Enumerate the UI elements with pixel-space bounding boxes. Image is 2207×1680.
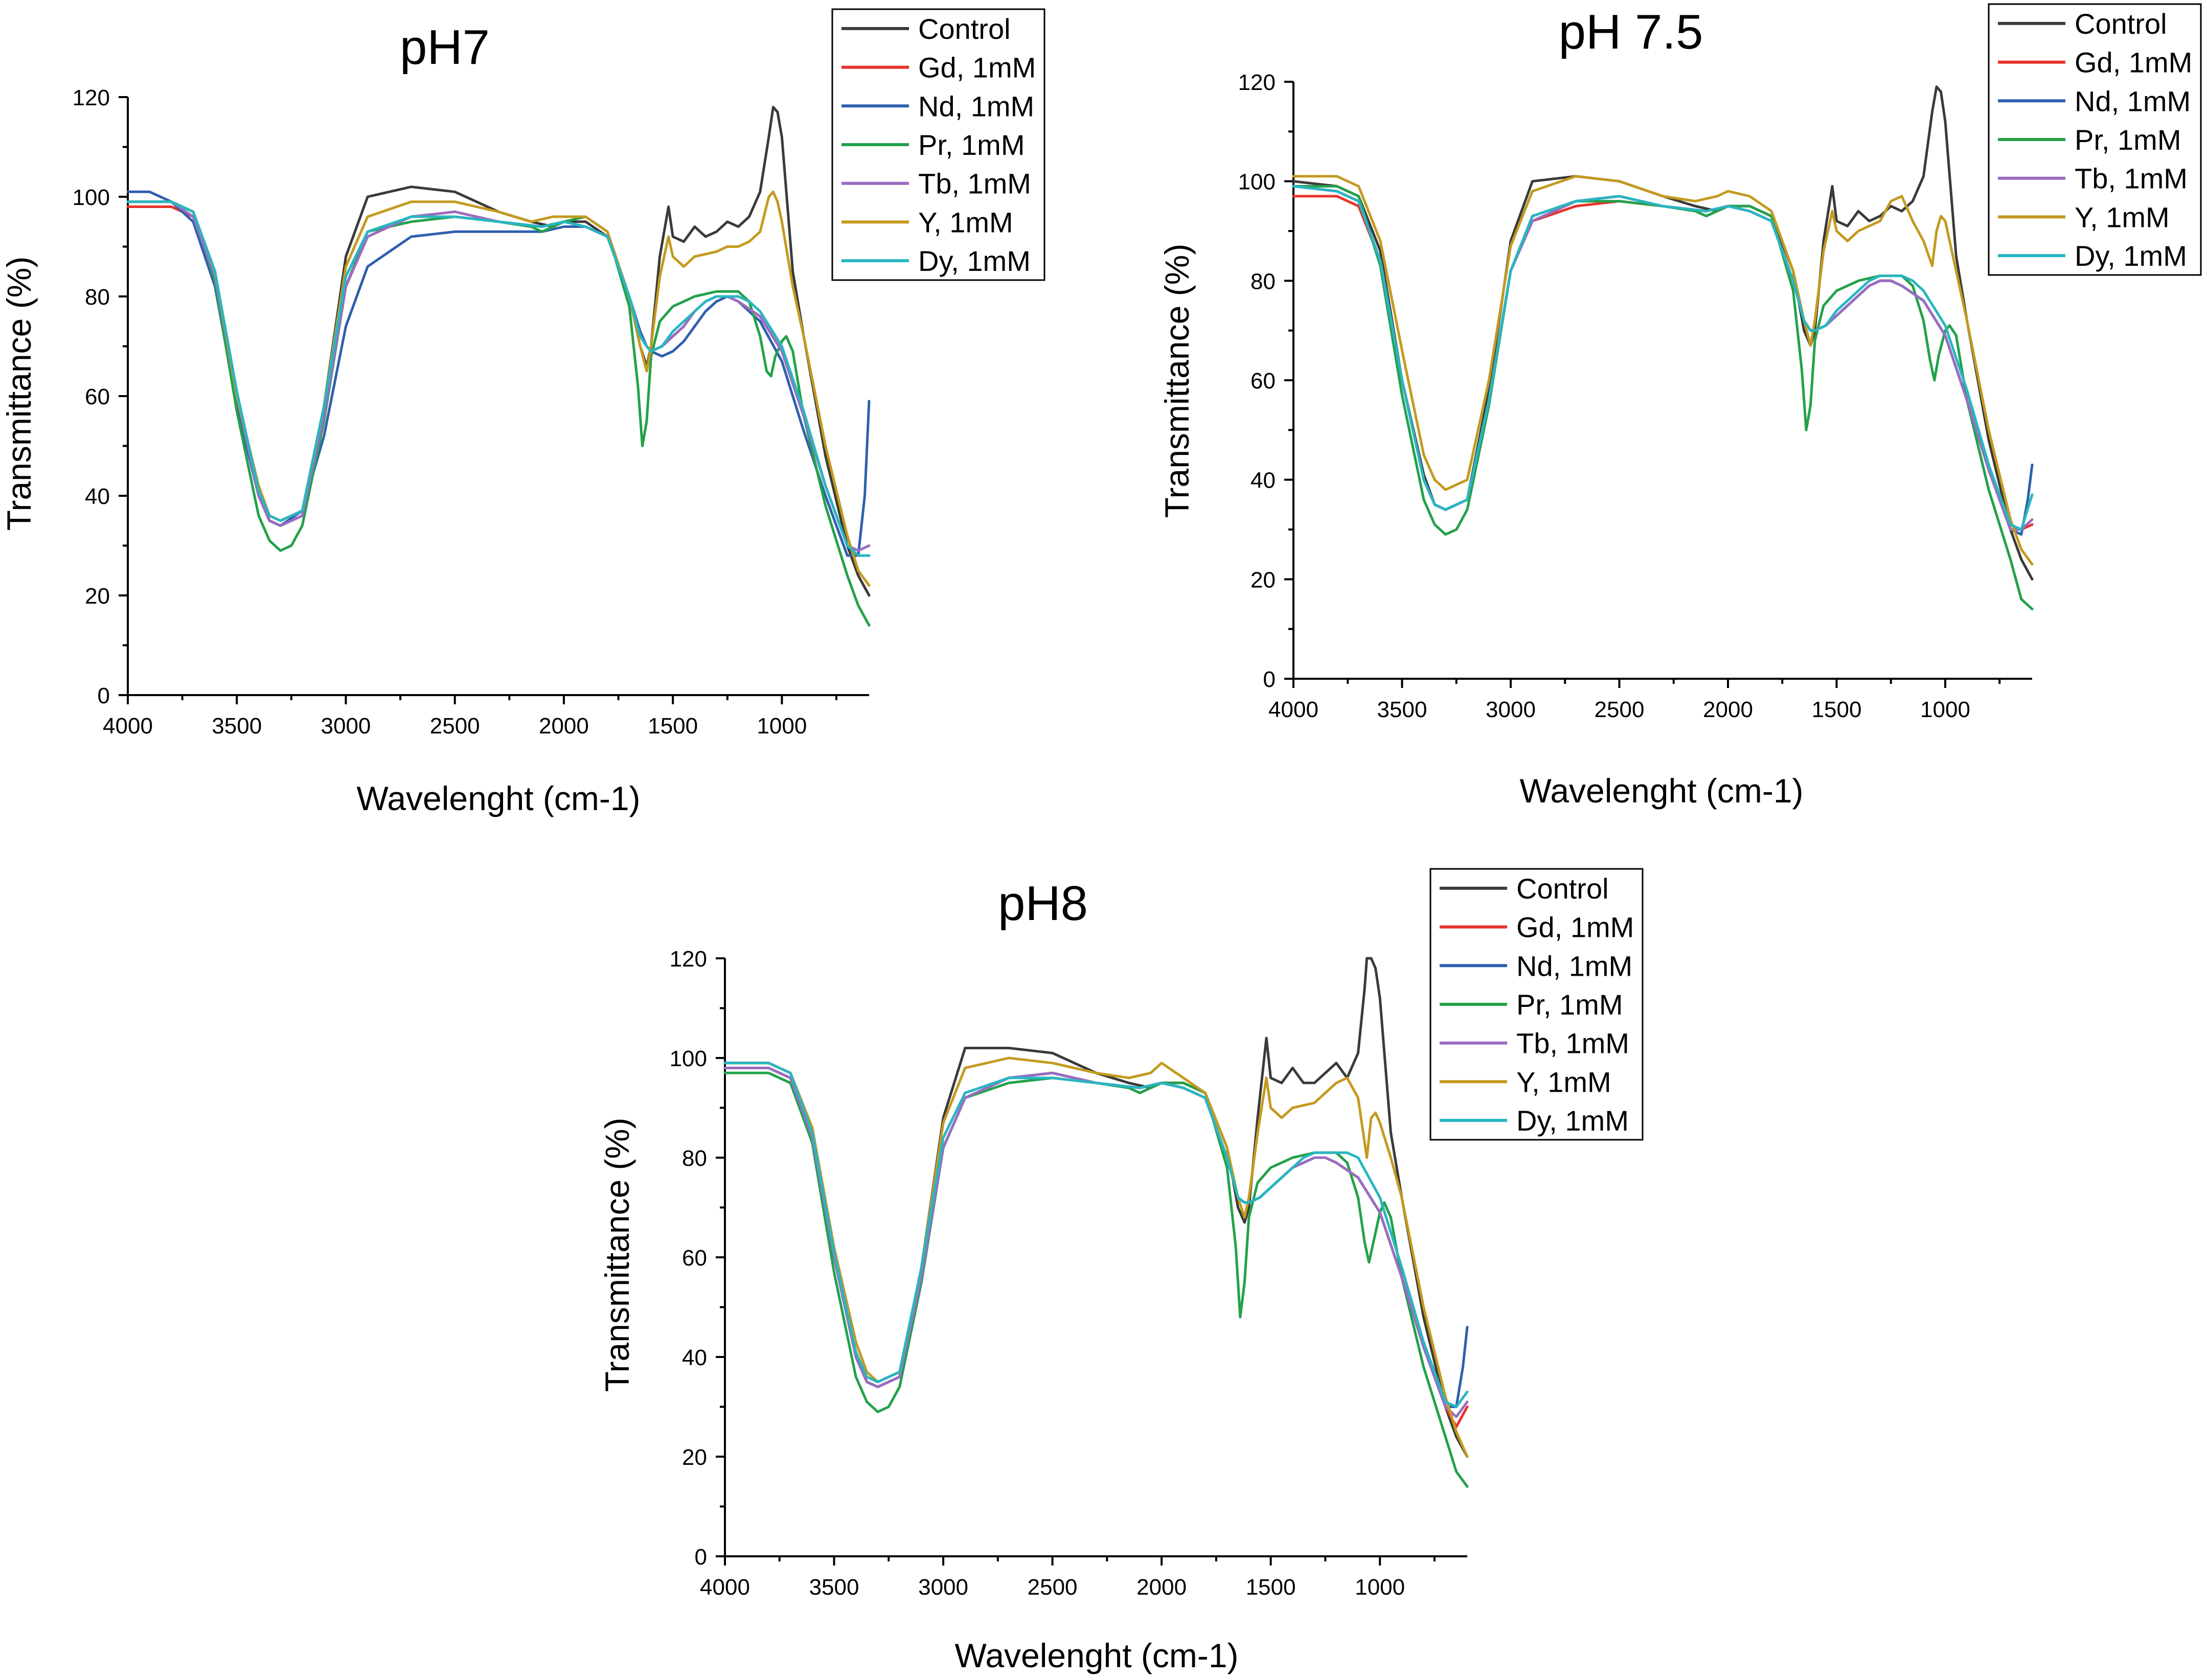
- y-tick-label: 80: [1250, 269, 1276, 294]
- legend-label-pr: Pr, 1mM: [918, 129, 1025, 161]
- chart-title: pH8: [998, 876, 1088, 931]
- x-axis-label: Wavelenght (cm-1): [1519, 772, 1803, 810]
- y-tick-label: 40: [682, 1345, 707, 1370]
- y-tick-label: 40: [85, 484, 110, 509]
- legend-label-gd: Gd, 1mM: [2075, 47, 2192, 79]
- y-tick-label: 0: [695, 1545, 707, 1570]
- x-axis-label: Wavelenght (cm-1): [954, 1637, 1238, 1674]
- series-line-y: [1292, 175, 2034, 566]
- x-tick-label: 1000: [1355, 1575, 1405, 1600]
- series-line-pr: [126, 200, 871, 627]
- series-line-pr: [723, 1071, 1469, 1488]
- x-tick-label: 1500: [1246, 1575, 1296, 1600]
- series-line-dy: [1292, 185, 2034, 531]
- x-tick-label: 3000: [1486, 697, 1536, 722]
- series-line-control: [126, 106, 871, 597]
- series-line-control: [723, 957, 1469, 1458]
- chart-panel-ph8: pH8 Wavelenght (cm-1) Transmittance (%) …: [598, 868, 1644, 1674]
- legend-label-tb: Tb, 1mM: [2075, 163, 2188, 195]
- y-tick-label: 0: [98, 683, 110, 708]
- y-tick-label: 120: [670, 947, 707, 972]
- legend-label-nd: Nd, 1mM: [918, 90, 1034, 122]
- chart-panel-ph7-5: pH 7.5 Wavelenght (cm-1) Transmittance (…: [1158, 3, 2202, 810]
- x-tick-label: 3500: [809, 1575, 859, 1600]
- legend-label-pr: Pr, 1mM: [2075, 124, 2181, 156]
- legend-label-dy: Dy, 1mM: [2075, 240, 2187, 272]
- x-tick-label: 3000: [918, 1575, 968, 1600]
- series-line-pr: [1292, 185, 2034, 611]
- legend-label-control: Control: [918, 13, 1011, 45]
- x-axis-label: Wavelenght (cm-1): [356, 779, 640, 817]
- series-line-dy: [723, 1062, 1469, 1408]
- y-tick-label: 100: [670, 1046, 707, 1071]
- legend-label-nd: Nd, 1mM: [2075, 85, 2191, 117]
- x-tick-label: 4000: [700, 1575, 750, 1600]
- legend-label-control: Control: [1516, 872, 1609, 905]
- legend-label-gd: Gd, 1mM: [1516, 911, 1634, 943]
- series-line-dy: [126, 200, 871, 557]
- x-tick-label: 4000: [1268, 697, 1318, 722]
- y-tick-label: 100: [73, 185, 110, 210]
- x-tick-label: 2000: [1703, 697, 1753, 722]
- legend-label-gd: Gd, 1mM: [918, 52, 1036, 84]
- y-tick-label: 40: [1250, 468, 1276, 493]
- y-tick-label: 60: [85, 384, 110, 409]
- legend-label-dy: Dy, 1mM: [1516, 1104, 1629, 1137]
- legend-label-nd: Nd, 1mM: [1516, 950, 1632, 982]
- series-line-gd: [126, 205, 871, 557]
- y-tick-label: 80: [682, 1146, 707, 1171]
- x-tick-label: 3500: [1377, 697, 1427, 722]
- x-tick-label: 3000: [321, 714, 371, 739]
- y-tick-label: 20: [85, 584, 110, 609]
- y-tick-label: 100: [1238, 170, 1276, 195]
- y-axis-label: Transmittance (%): [1158, 244, 1196, 518]
- series-line-control: [1292, 85, 2034, 581]
- legend-label-tb: Tb, 1mM: [1516, 1027, 1629, 1060]
- legend-label-tb: Tb, 1mM: [918, 168, 1031, 200]
- x-tick-label: 2000: [539, 714, 589, 739]
- chart-title: pH 7.5: [1559, 5, 1703, 59]
- y-axis-label: Transmittance (%): [0, 257, 38, 531]
- x-tick-label: 1500: [648, 714, 698, 739]
- legend-label-y: Y, 1mM: [918, 206, 1013, 238]
- x-tick-label: 2500: [1595, 697, 1645, 722]
- y-tick-label: 60: [1250, 369, 1276, 394]
- y-tick-label: 120: [73, 85, 110, 110]
- x-tick-label: 3500: [212, 714, 262, 739]
- y-tick-label: 0: [1263, 667, 1276, 692]
- legend-label-pr: Pr, 1mM: [1516, 988, 1623, 1021]
- y-tick-label: 60: [682, 1246, 707, 1271]
- legend-label-control: Control: [2075, 8, 2167, 40]
- series-line-y: [126, 190, 871, 587]
- series-line-gd: [723, 1067, 1469, 1428]
- legend-label-dy: Dy, 1mM: [918, 245, 1031, 277]
- series-line-nd: [723, 1067, 1469, 1408]
- y-tick-label: 20: [682, 1445, 707, 1470]
- x-tick-label: 2000: [1136, 1575, 1187, 1600]
- x-tick-label: 1500: [1812, 697, 1862, 722]
- chart-title: pH7: [400, 20, 490, 75]
- x-tick-label: 2500: [1028, 1575, 1078, 1600]
- legend: Control Gd, 1mM Nd, 1mM Pr, 1mM Tb, 1mM Y, 1m…: [831, 8, 1045, 281]
- x-tick-label: 4000: [103, 714, 153, 739]
- series-line-nd: [126, 190, 871, 557]
- legend-label-y: Y, 1mM: [2075, 201, 2170, 233]
- y-tick-label: 20: [1250, 567, 1276, 592]
- y-axis-label: Transmittance (%): [598, 1118, 636, 1392]
- series-line-tb: [126, 200, 871, 552]
- y-tick-label: 80: [85, 285, 110, 310]
- x-tick-label: 2500: [430, 714, 480, 739]
- x-tick-label: 1000: [1920, 697, 1970, 722]
- x-tick-label: 1000: [757, 714, 807, 739]
- series-line-tb: [723, 1067, 1469, 1418]
- y-tick-label: 120: [1238, 70, 1276, 95]
- legend: Control Gd, 1mM Nd, 1mM Pr, 1mM Tb, 1mM Y, 1m…: [1429, 868, 1644, 1141]
- legend: Control Gd, 1mM Nd, 1mM Pr, 1mM Tb, 1mM Y, 1m…: [1988, 3, 2202, 276]
- chart-panel-ph7: pH7 Wavelenght (cm-1) Transmittance (%) …: [0, 8, 1045, 817]
- legend-label-y: Y, 1mM: [1516, 1066, 1611, 1098]
